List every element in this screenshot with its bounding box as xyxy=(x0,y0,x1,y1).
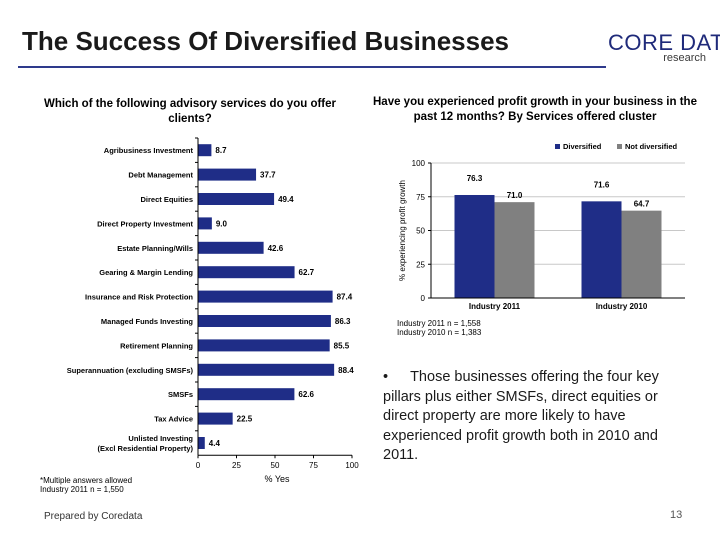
x-tick-label: 50 xyxy=(271,461,280,470)
value-label: 62.7 xyxy=(299,268,315,277)
category-label: Superannuation (excluding SMSFs) xyxy=(67,366,194,375)
y-tick-label: 25 xyxy=(416,260,425,269)
title-divider xyxy=(18,66,606,68)
category-label: Industry 2010 xyxy=(596,302,648,311)
category-label: Agribusiness Investment xyxy=(104,146,194,155)
category-label: Unlisted Investing xyxy=(128,434,193,443)
bar-9 xyxy=(198,363,335,376)
value-label: 42.6 xyxy=(268,244,284,253)
bar-1 xyxy=(198,168,257,181)
profit-growth-bar-chart: 76.3 71.0 71.6 64.7 0 25 50 75 100 Industry 201… xyxy=(397,142,685,337)
bar-0 xyxy=(198,144,212,157)
footer-credit: Prepared by Coredata xyxy=(44,511,143,522)
value-label: 71.0 xyxy=(507,191,523,200)
insight-bullet: • Those businesses offering the four key … xyxy=(383,368,693,466)
logo-subtext: research xyxy=(663,52,706,64)
bar-5 xyxy=(198,266,295,279)
bar-0-1 xyxy=(494,202,535,298)
value-label: 64.7 xyxy=(634,200,650,209)
category-label: (Excl Residential Property) xyxy=(98,444,194,453)
value-label: 85.5 xyxy=(334,341,350,350)
x-tick-label: 0 xyxy=(196,461,201,470)
value-label: 86.3 xyxy=(335,317,351,326)
category-label: Debt Management xyxy=(128,171,193,180)
left-chart-x-label: % Yes xyxy=(264,474,290,484)
value-label: 9.0 xyxy=(216,219,228,228)
y-tick-label: 0 xyxy=(421,294,426,303)
value-label: 76.3 xyxy=(467,174,483,183)
bar-0-0 xyxy=(454,194,495,298)
category-label: Industry 2011 xyxy=(469,302,521,311)
value-label: 62.6 xyxy=(298,390,314,399)
bar-6 xyxy=(198,290,333,303)
left-chart-sample-size: Industry 2011 n = 1,550 xyxy=(40,485,124,494)
value-label: 22.5 xyxy=(237,415,253,424)
logo-text: CORE DATA xyxy=(608,30,720,55)
bar-11 xyxy=(198,412,233,425)
bar-10 xyxy=(198,388,295,401)
category-label: Estate Planning/Wills xyxy=(117,244,193,253)
category-label: Direct Equities xyxy=(140,195,193,204)
legend-label: Not diversified xyxy=(625,142,678,151)
bullet-text: Those businesses offering the four key p… xyxy=(383,369,659,463)
value-label: 37.7 xyxy=(260,171,276,180)
value-label: 4.4 xyxy=(209,439,221,448)
x-tick-label: 25 xyxy=(232,461,241,470)
category-label: SMSFs xyxy=(168,390,193,399)
bar-7 xyxy=(198,315,331,327)
category-label: Insurance and Risk Protection xyxy=(85,293,193,302)
value-label: 88.4 xyxy=(338,366,354,375)
y-tick-label: 100 xyxy=(412,159,426,168)
bar-8 xyxy=(198,339,330,352)
value-label: 49.4 xyxy=(278,195,294,204)
right-chart-question: Have you experienced profit growth in yo… xyxy=(373,96,697,123)
left-chart-question: Which of the following advisory services… xyxy=(43,98,336,125)
right-chart-sample-2011: Industry 2011 n = 1,558 xyxy=(397,319,481,328)
page-number: 13 xyxy=(670,509,683,521)
category-label: Retirement Planning xyxy=(120,341,193,350)
bullet-marker: • xyxy=(383,369,389,385)
page-title: The Success Of Diversified Businesses xyxy=(22,26,509,56)
brand-logo: CORE DATA research xyxy=(604,30,720,70)
bar-1-1 xyxy=(621,210,662,298)
bar-12 xyxy=(198,437,205,449)
value-label: 71.6 xyxy=(594,180,610,189)
value-label: 87.4 xyxy=(337,293,353,302)
category-label: Tax Advice xyxy=(154,415,193,424)
right-chart-sample-2010: Industry 2010 n = 1,383 xyxy=(397,328,482,337)
bar-1-0 xyxy=(581,201,622,298)
x-tick-label: 100 xyxy=(345,461,359,470)
legend-swatch xyxy=(617,144,622,149)
legend-swatch xyxy=(555,144,560,149)
bar-3 xyxy=(198,217,212,230)
advisory-services-bar-chart: Agribusiness Investment Debt Management Di… xyxy=(40,137,359,494)
x-tick-label: 75 xyxy=(309,461,318,470)
value-label: 8.7 xyxy=(215,146,227,155)
left-chart-note: *Multiple answers allowed xyxy=(40,476,132,485)
right-chart-y-label: % experiencing profit growth xyxy=(398,180,407,281)
y-tick-label: 75 xyxy=(416,193,425,202)
category-label: Direct Property Investment xyxy=(97,219,193,228)
category-label: Managed Funds Investing xyxy=(101,317,194,326)
bar-4 xyxy=(198,241,264,254)
category-label: Gearing & Margin Lending xyxy=(99,268,193,277)
legend-label: Diversified xyxy=(563,142,602,151)
bar-2 xyxy=(198,193,275,205)
y-tick-label: 50 xyxy=(416,227,425,236)
